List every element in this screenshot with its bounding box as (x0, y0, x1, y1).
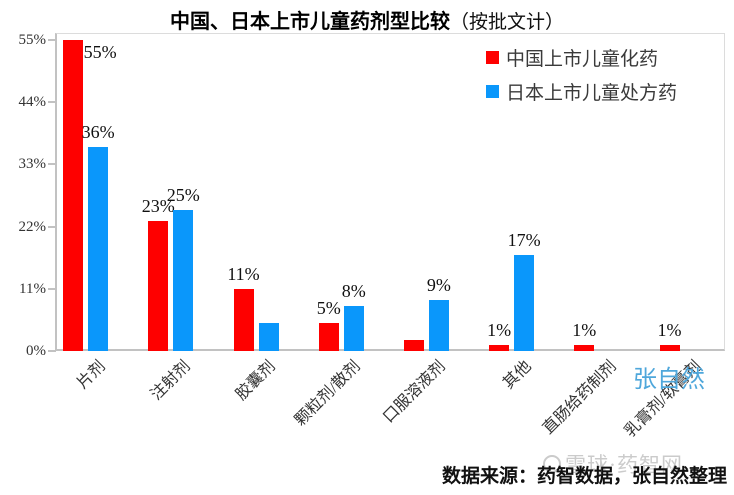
bar-value-label: 25% (166, 184, 200, 205)
bar-s1-c4 (428, 300, 449, 351)
bar-s1-c3 (343, 305, 364, 351)
bar-value-label: 36% (81, 122, 115, 143)
y-axis-tick-mark (48, 101, 56, 104)
site-watermark-text: 雪球·药智网 (565, 453, 683, 477)
bar-s1-c5 (514, 254, 535, 351)
bar-s1-c2 (258, 322, 279, 351)
legend: 中国上市儿童化药 日本上市儿童处方药 (486, 44, 677, 105)
bar-value-label: 23% (141, 195, 175, 216)
bar-value-label: 17% (507, 229, 541, 250)
legend-item-japan: 日本上市儿童处方药 (486, 78, 677, 105)
bar-value-label: 5% (316, 297, 341, 318)
data-source-caption: 数据来源：药智数据，张自然整理 (441, 466, 727, 487)
bar-value-label: 11% (227, 263, 260, 284)
author-watermark: 张自然 (633, 367, 705, 393)
y-axis-tick-label: 11% (19, 280, 46, 297)
bar-s0-c1 (148, 220, 169, 351)
y-axis-tick-label: 44% (18, 94, 47, 111)
y-axis-tick-mark (48, 350, 56, 352)
bar-s0-c7 (659, 345, 680, 351)
legend-label-japan: 日本上市儿童处方药 (506, 83, 678, 104)
bar-s1-c1 (173, 209, 194, 351)
bar-value-label: 8% (341, 280, 366, 301)
chart-title-main: 中国、日本上市儿童药剂型比较 (169, 11, 450, 33)
bar-value-label: 1% (572, 320, 597, 341)
bar-s0-c4 (403, 339, 424, 351)
y-axis-tick-mark (48, 287, 56, 290)
y-axis-tick-label: 0% (26, 343, 46, 359)
bar-value-label: 1% (657, 320, 682, 341)
site-watermark: 雪球·药智网 (543, 449, 683, 479)
chart-title: 中国、日本上市儿童药剂型比较（按批文计） (0, 5, 734, 34)
y-axis-tick-label: 33% (18, 156, 47, 173)
bar-s0-c2 (233, 288, 254, 351)
legend-item-china: 中国上市儿童化药 (486, 44, 677, 71)
bar-s0-c0 (63, 40, 84, 351)
chart-title-subtitle: （按批文计） (449, 12, 564, 33)
site-watermark-logo-icon (543, 455, 561, 473)
y-axis-tick-mark (48, 163, 56, 166)
bar-s0-c6 (574, 345, 595, 351)
bar-value-label: 1% (487, 320, 512, 341)
bar-s0-c3 (318, 322, 339, 351)
bar-value-label: 9% (426, 275, 451, 296)
y-axis-tick-label: 22% (18, 218, 47, 235)
y-axis-tick-mark (48, 39, 56, 41)
y-axis-tick-label: 55% (18, 32, 47, 48)
bar-s1-c0 (88, 147, 109, 351)
y-axis-tick-mark (48, 225, 56, 228)
legend-label-china: 中国上市儿童化药 (506, 49, 659, 70)
china-series-swatch (486, 51, 499, 64)
japan-series-swatch (486, 85, 499, 98)
bar-value-label: 55% (83, 42, 117, 62)
bar-s0-c5 (489, 345, 510, 351)
